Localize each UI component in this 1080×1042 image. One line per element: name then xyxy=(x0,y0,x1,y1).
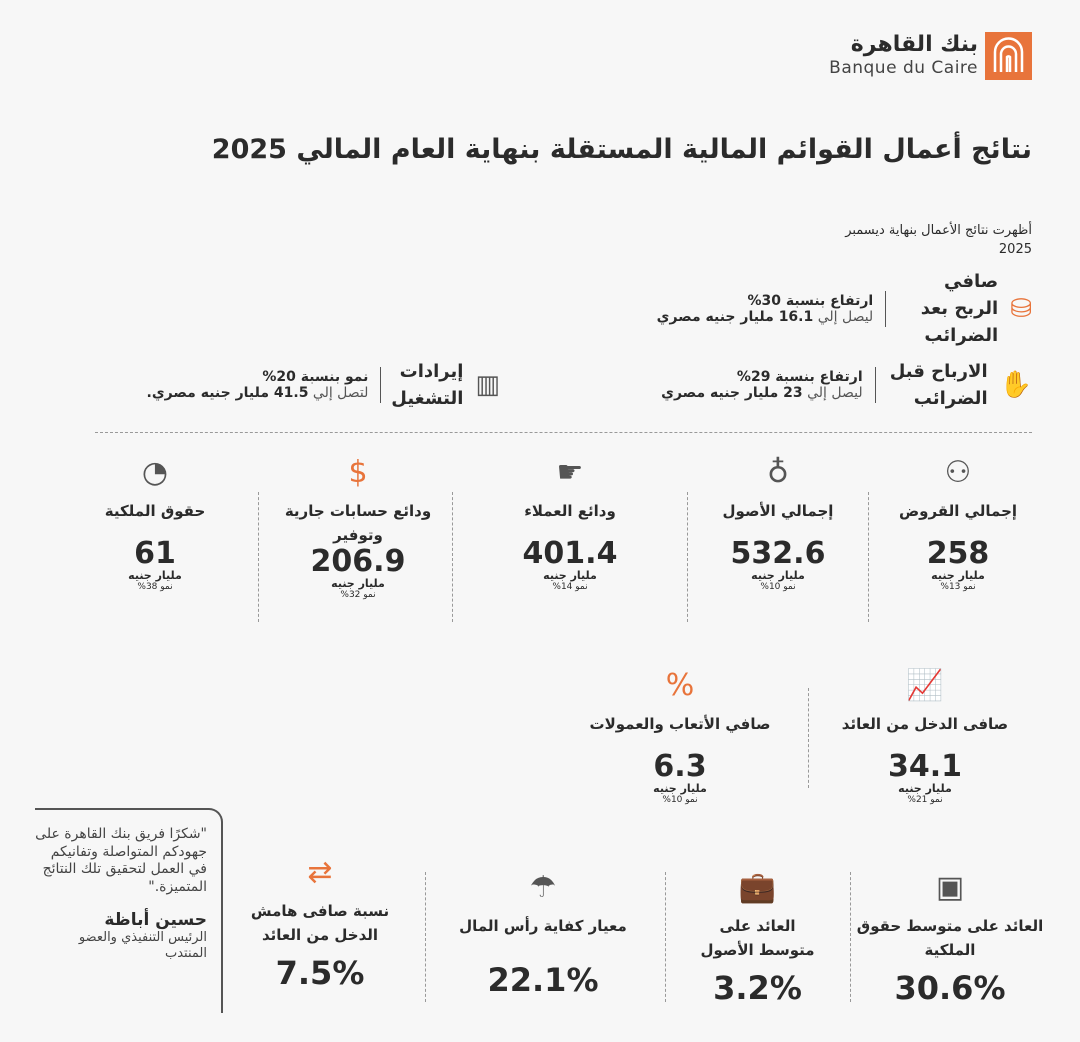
stat-growth: نمو 10% xyxy=(662,795,698,805)
stat-name: ودائع حسابات جارية وتوفير xyxy=(284,502,432,544)
divider xyxy=(808,688,809,788)
stat-total-assets: ♁ إجمالي الأصول 532.6 مليار جنيه نمو 10% xyxy=(683,455,873,592)
highlight-amount: 41.5 مليار جنيه مصري. xyxy=(146,385,309,401)
stat-growth: نمو 13% xyxy=(940,582,976,592)
bank-logo-icon xyxy=(985,32,1032,80)
ratio-name: العائد على متوسط الأصول xyxy=(700,917,815,959)
quote-author: حسين أباظة xyxy=(104,910,207,930)
line-chart-icon: 📈 xyxy=(906,668,944,703)
divider xyxy=(885,290,887,327)
subtitle: أظهرت نتائج الأعمال بنهاية ديسمبر 2025 xyxy=(845,223,1032,257)
ratio-name: معيار كفاية رأس المال xyxy=(459,917,627,935)
divider xyxy=(380,367,382,403)
highlight-operating-revenue: ▥ إيرادات التشغيل نمو بنسبة 20% لتصل إلي… xyxy=(147,358,500,412)
ratio-value: 3.2% xyxy=(713,969,802,1007)
divider xyxy=(687,492,688,622)
highlight-amount: 23 مليار جنيه مصري xyxy=(661,385,803,401)
quote-role: الرئيس التنفيذي والعضو المنتدب xyxy=(78,930,207,962)
highlight-growth: نمو بنسبة 20% xyxy=(262,369,369,385)
highlight-label: إيرادات التشغيل xyxy=(391,361,464,409)
stat-value: 258 xyxy=(926,536,990,571)
divider xyxy=(452,492,453,622)
stat-growth: نمو 14% xyxy=(552,582,588,592)
stat-name: حقوق الملكية xyxy=(104,502,206,520)
stat-name: صافى الدخل من العائد xyxy=(841,715,1009,733)
stat-unit: مليار جنيه xyxy=(653,782,707,795)
stat-growth: نمو 21% xyxy=(907,795,943,805)
divider xyxy=(868,492,869,622)
stat-equity: ◔ حقوق الملكية 61 مليار جنيه نمو 38% xyxy=(60,455,250,592)
exchange-icon: ⇄ xyxy=(307,855,333,890)
highlight-growth: ارتفاع بنسبة 29% xyxy=(736,369,863,385)
stat-unit: مليار جنيه xyxy=(128,569,182,582)
stat-growth: نمو 38% xyxy=(137,582,173,592)
money-hand-icon: ✋ xyxy=(999,370,1032,400)
ratio-value: 30.6% xyxy=(894,969,1006,1007)
safe-icon: ▣ xyxy=(935,870,965,905)
stat-net-interest-income: 📈 صافى الدخل من العائد 34.1 مليار جنيه نمو 2… xyxy=(830,668,1020,805)
ratio-name: نسبة صافى هامش الدخل من العائد xyxy=(250,902,390,944)
ratio-value: 22.1% xyxy=(487,961,599,999)
highlight-label: الارباح قبل الضرائب xyxy=(889,361,988,409)
divider xyxy=(850,872,851,1002)
stat-value: 401.4 xyxy=(522,536,618,571)
stat-unit: مليار جنيه xyxy=(751,569,805,582)
people-icon: ⚇ xyxy=(944,455,972,490)
briefcase-icon: 💼 xyxy=(738,870,777,905)
divider xyxy=(258,492,259,622)
stat-customer-deposits: ☛ ودائع العملاء 401.4 مليار جنيه نمو 14% xyxy=(475,455,665,592)
ceo-quote: "شكرًا فريق بنك القاهرة على جهودكم المتو… xyxy=(35,808,223,1013)
stat-value: 532.6 xyxy=(730,536,826,571)
highlight-amount: 16.1 مليار جنيه مصري xyxy=(656,308,814,325)
highlight-net-profit: ⛁ صافي الربح بعد الضرائب ارتفاع بنسبة 30… xyxy=(657,268,1032,349)
stat-current-savings-deposits: $ ودائع حسابات جارية وتوفير 206.9 مليار جني… xyxy=(263,455,453,600)
brand-name-ar: بنك القاهرة xyxy=(850,32,978,57)
stat-value: 206.9 xyxy=(310,544,406,579)
stat-unit: مليار جنيه xyxy=(331,577,385,590)
highlight-growth: ارتفاع بنسبة 30% xyxy=(747,292,874,309)
stat-value: 34.1 xyxy=(887,749,963,784)
ratio-roaa: 💼 العائد على متوسط الأصول 3.2% xyxy=(690,870,825,1004)
stat-name: صافي الأتعاب والعمولات xyxy=(589,715,771,733)
percent-hand-icon: % xyxy=(665,668,695,703)
highlight-pre-tax: ✋ الارباح قبل الضرائب ارتفاع بنسبة 29% ل… xyxy=(661,358,1032,412)
highlight-pre: ليصل إلي xyxy=(817,308,874,325)
divider xyxy=(665,872,666,1002)
stat-growth: نمو 10% xyxy=(760,582,796,592)
brand-name-en: Banque du Caire xyxy=(829,58,978,78)
stat-name: إجمالي القروض xyxy=(898,502,1018,520)
stat-unit: مليار جنيه xyxy=(931,569,985,582)
stat-name: ودائع العملاء xyxy=(524,502,616,520)
page-title: نتائج أعمال القوائم المالية المستقلة بنه… xyxy=(211,134,1032,165)
stat-growth: نمو 32% xyxy=(340,590,376,600)
bar-chart-icon: ▥ xyxy=(475,370,500,400)
ratio-name: العائد على متوسط حقوق الملكية xyxy=(856,917,1044,959)
deposit-hand-icon: ☛ xyxy=(556,455,584,490)
ratio-value: 7.5% xyxy=(275,954,365,992)
stat-name: إجمالي الأصول xyxy=(722,502,834,520)
stat-value: 6.3 xyxy=(653,749,707,784)
quote-text: "شكرًا فريق بنك القاهرة على جهودكم المتو… xyxy=(35,826,207,895)
ratio-nim: ⇄ نسبة صافى هامش الدخل من العائد 7.5% xyxy=(240,855,400,989)
divider xyxy=(874,367,876,403)
stat-unit: مليار جنيه xyxy=(543,569,597,582)
ratio-car: ☂ معيار كفاية رأس المال 22.1% xyxy=(448,870,638,996)
pie-chart-icon: ◔ xyxy=(141,455,169,490)
stat-value: 61 xyxy=(134,536,176,571)
umbrella-icon: ☂ xyxy=(529,870,557,905)
highlight-pre: ليصل إلي xyxy=(807,385,863,401)
stat-unit: مليار جنيه xyxy=(898,782,952,795)
stat-total-loans: ⚇ إجمالي القروض 258 مليار جنيه نمو 13% xyxy=(863,455,1053,592)
dollar-cycle-icon: $ xyxy=(348,455,368,490)
section-divider xyxy=(95,432,1032,433)
coins-up-icon: ⛁ xyxy=(1010,293,1032,324)
highlight-pre: لتصل إلي xyxy=(312,385,369,401)
ratio-roae: ▣ العائد على متوسط حقوق الملكية 30.6% xyxy=(855,870,1045,1004)
money-bag-icon: ♁ xyxy=(767,455,789,490)
highlight-label: صافي الربح بعد الضرائب xyxy=(920,271,999,346)
stat-net-fees: % صافي الأتعاب والعمولات 6.3 مليار جنيه نمو … xyxy=(580,668,780,805)
divider xyxy=(425,872,426,1002)
